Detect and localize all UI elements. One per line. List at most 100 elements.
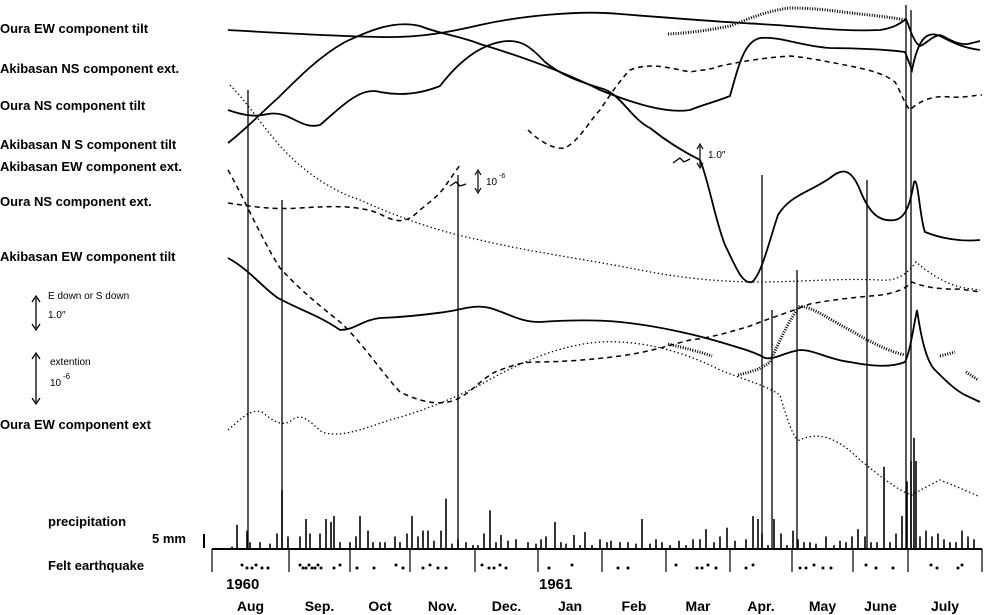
tilt-scale-legend: E down or S down 1.0″ — [31, 291, 129, 332]
earthquake-dot — [498, 563, 502, 567]
earthquake-markers — [240, 563, 964, 570]
earthquake-dot — [266, 566, 270, 570]
earthquake-dot — [245, 566, 249, 570]
ext-scale-legend: extention 10 -6 — [31, 351, 91, 406]
earthquake-dot — [674, 563, 678, 567]
label-akibasan-ns-ext: Akibasan NS component ext. — [0, 61, 179, 76]
inline-ext-exp: -6 — [499, 173, 505, 180]
tilt-scale-value: 1.0″ — [48, 310, 66, 321]
inline-tilt-scale: 1.0″ — [672, 142, 726, 170]
earthquake-dot — [547, 566, 551, 570]
earthquake-dot — [307, 563, 311, 567]
earthquake-dot — [929, 563, 933, 567]
earthquake-dot — [695, 566, 699, 570]
month-label: Sep. — [305, 598, 335, 614]
month-label: Apr. — [747, 598, 774, 614]
month-label: Jan — [558, 598, 582, 614]
earthquake-dot — [626, 566, 630, 570]
label-oura-ns-tilt: Oura NS component tilt — [0, 98, 146, 113]
series-akibasan-ns-tilt — [227, 23, 981, 144]
earthquake-dot — [956, 566, 960, 570]
earthquake-dot — [250, 566, 254, 570]
label-akibasan-ns-tilt: Akibasan N S component tilt — [0, 137, 177, 152]
label-oura-ew-ext: Oura EW component ext — [0, 417, 152, 432]
earthquake-dot — [260, 566, 264, 570]
inline-tilt-value: 1.0″ — [708, 150, 726, 161]
earthquake-dot — [254, 563, 258, 567]
month-ticks: Aug Sep. Oct Nov. Dec. Jan Feb Mar Apr. May June Ju… — [211, 549, 983, 614]
earthquake-dot — [436, 566, 440, 570]
month-label: Feb — [622, 598, 647, 614]
earthquake-dot — [935, 566, 939, 570]
label-akibasan-ew-tilt: Akibasan EW component tilt — [0, 249, 176, 264]
earthquake-dot — [804, 566, 808, 570]
precipitation-scale-label: 5 mm — [152, 531, 186, 546]
earthquake-dot — [480, 563, 484, 567]
series-oura-ew-tilt — [227, 11, 981, 47]
series-hatched-tail — [939, 350, 979, 382]
month-label: May — [809, 598, 836, 614]
earthquake-dot — [338, 563, 342, 567]
earthquake-dot — [332, 566, 336, 570]
earthquake-dot — [570, 563, 574, 567]
series-akibasan-ew-ext — [227, 169, 981, 404]
earthquake-dot — [714, 566, 718, 570]
earthquake-dot — [891, 566, 895, 570]
month-label: Mar — [686, 598, 711, 614]
month-label: Dec. — [492, 598, 522, 614]
tilt-direction-label: E down or S down — [48, 291, 129, 302]
series-akibasan-ns-ext — [527, 55, 983, 150]
month-label: Oct — [368, 598, 392, 614]
month-label: Nov. — [428, 598, 457, 614]
month-label: Aug — [237, 598, 264, 614]
month-label: June — [864, 598, 897, 614]
earthquake-dot — [304, 566, 308, 570]
earthquake-dot — [444, 566, 448, 570]
year-label-1960: 1960 — [226, 576, 259, 593]
label-oura-ns-ext: Oura NS component ext. — [0, 194, 152, 209]
inline-ext-value: 10 — [486, 177, 498, 188]
series-oura-ns-tilt — [227, 40, 981, 283]
earthquake-dot — [319, 566, 323, 570]
earthquake-dot — [487, 566, 491, 570]
event-lines — [247, 5, 912, 548]
earthquake-dot — [821, 566, 825, 570]
earthquake-dot — [864, 563, 868, 567]
label-oura-ew-tilt: Oura EW component tilt — [0, 21, 149, 36]
ext-legend-label: extention — [50, 357, 91, 368]
earthquake-dot — [301, 566, 305, 570]
ext-scale-exp: -6 — [63, 372, 71, 381]
earthquake-dot — [298, 563, 302, 567]
earthquake-dot — [240, 563, 244, 567]
earthquake-dot — [504, 566, 508, 570]
felt-earthquake-label: Felt earthquake — [48, 558, 144, 573]
series-oura-ns-ext — [227, 164, 461, 222]
label-akibasan-ew-ext: Akibasan EW component ext. — [0, 159, 182, 174]
series-akibasan-ew-tilt — [227, 257, 981, 403]
earthquake-dot — [316, 563, 320, 567]
earthquake-dot — [706, 563, 710, 567]
earthquake-dot — [700, 566, 704, 570]
series-hatched-mid — [667, 342, 713, 358]
precipitation-label: precipitation — [48, 514, 126, 529]
earthquake-dot — [812, 563, 816, 567]
earthquake-dot — [751, 563, 755, 567]
earthquake-dot — [829, 566, 833, 570]
earthquake-dot — [372, 566, 376, 570]
series-hatched-lower — [737, 304, 906, 377]
year-label-1961: 1961 — [539, 576, 572, 593]
earthquake-dot — [960, 563, 964, 567]
precipitation-bars — [231, 437, 975, 548]
earthquake-dot — [874, 566, 878, 570]
series-hatched-top — [667, 6, 906, 36]
month-label: July — [931, 598, 959, 614]
earthquake-dot — [401, 566, 405, 570]
series-oura-ew-ext — [227, 341, 981, 498]
earthquake-dot — [798, 566, 802, 570]
earthquake-dot — [310, 566, 314, 570]
earthquake-dot — [313, 566, 317, 570]
earthquake-dot — [428, 563, 432, 567]
earthquake-dot — [394, 563, 398, 567]
earthquake-dot — [421, 566, 425, 570]
